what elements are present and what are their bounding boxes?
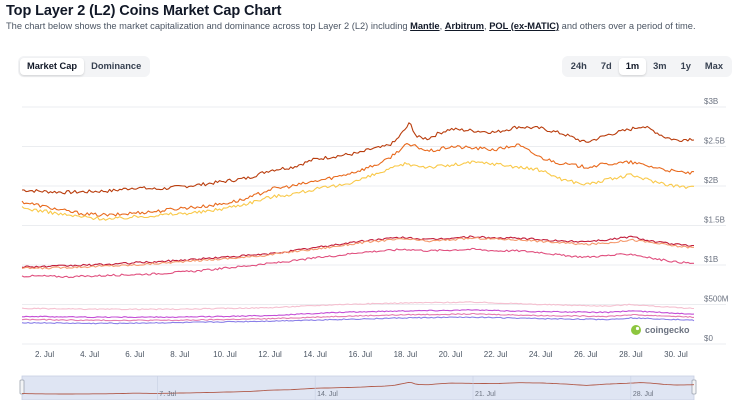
series-line-7: [21, 301, 694, 311]
range-24h[interactable]: 24h: [570, 61, 587, 71]
page-title: Top Layer 2 (L2) Coins Market Cap Chart: [6, 3, 282, 19]
navigator-axis: 7. Jul 14. Jul 21. Jul 28. Jul: [157, 376, 654, 400]
coingecko-logo-icon: [631, 325, 641, 335]
x-tick-label: 8. Jul: [170, 350, 189, 359]
x-tick-label: 12. Jul: [258, 350, 282, 359]
series-lines: [21, 122, 695, 325]
range-3m[interactable]: 3m: [653, 61, 667, 71]
y-tick-label: $1.5B: [704, 216, 725, 225]
x-tick-label: 28. Jul: [619, 350, 643, 359]
navigator[interactable]: 7. Jul 14. Jul 21. Jul 28. Jul: [19, 375, 697, 400]
y-tick-label: $3B: [704, 97, 718, 106]
x-tick-label: 26. Jul: [574, 350, 598, 359]
watermark-text: coingecko: [645, 325, 690, 335]
y-tick-label: $0: [704, 334, 713, 343]
subtitle-outro: and others over a period of time.: [559, 21, 696, 31]
navigator-tick-label: 21. Jul: [475, 391, 496, 398]
page-subtitle: The chart below shows the market capital…: [6, 21, 696, 31]
coingecko-watermark: coingecko: [631, 325, 690, 335]
x-tick-label: 18. Jul: [394, 350, 418, 359]
x-tick-label: 30. Jul: [664, 350, 688, 359]
y-tick-label: $1B: [704, 255, 718, 264]
link-pol[interactable]: POL (ex-MATIC): [489, 21, 560, 31]
x-tick-label: 10. Jul: [213, 350, 237, 359]
view-toggle: Market Cap Dominance: [18, 56, 151, 77]
x-tick-label: 22. Jul: [484, 350, 508, 359]
navigator-tick-label: 14. Jul: [317, 391, 338, 398]
y-tick-label: $2.5B: [704, 137, 725, 146]
series-line-6: [21, 247, 694, 279]
navigator-tick-label: 7. Jul: [159, 391, 176, 398]
series-line-8: [22, 309, 695, 319]
x-tick-label: 6. Jul: [125, 350, 144, 359]
range-max[interactable]: Max: [704, 61, 723, 71]
series-line-4: [21, 235, 694, 269]
y-tick-label: $2B: [704, 176, 718, 185]
range-1m[interactable]: 1m: [618, 58, 647, 75]
navigator-series-line: [22, 381, 695, 395]
series-line-5: [21, 236, 694, 270]
navigator-window[interactable]: [21, 375, 695, 400]
range-selector: 24h 7d 1m 3m 1y Max: [561, 56, 732, 77]
grid: [22, 106, 726, 345]
range-1y[interactable]: 1y: [680, 61, 691, 71]
y-tick-label: $500M: [704, 295, 729, 304]
tab-dominance[interactable]: Dominance: [91, 61, 142, 71]
series-line-9: [21, 312, 694, 322]
x-tick-label: 14. Jul: [303, 350, 327, 359]
range-7d[interactable]: 7d: [600, 61, 612, 71]
navigator-handle-left[interactable]: [19, 379, 25, 395]
x-tick-label: 24. Jul: [529, 350, 553, 359]
x-tick-label: 2. Jul: [35, 350, 54, 359]
series-line-2: [21, 142, 695, 217]
x-tick-label: 4. Jul: [80, 350, 99, 359]
series-line-3: [21, 160, 695, 221]
navigator-tick-label: 28. Jul: [633, 391, 654, 398]
link-mantle[interactable]: Mantle: [410, 21, 440, 31]
x-axis: 2. Jul 4. Jul 6. Jul 8. Jul 10. Jul 12. Jul 14…: [35, 350, 688, 359]
series-line-1: [21, 122, 695, 195]
coingecko-logo-eye-icon: [635, 326, 640, 331]
y-axis: $0 $500M $1B $1.5B $2B $2.5B $3B: [704, 97, 729, 343]
series-line-10: [21, 316, 695, 325]
tab-market-cap[interactable]: Market Cap: [20, 58, 85, 75]
subtitle-separator: ,: [484, 21, 490, 31]
x-tick-label: 16. Jul: [348, 350, 372, 359]
subtitle-intro: The chart below shows the market capital…: [6, 21, 411, 31]
link-arbitrum[interactable]: Arbitrum: [444, 21, 485, 31]
navigator-handle-right[interactable]: [691, 379, 697, 395]
subtitle-separator: ,: [439, 21, 445, 31]
x-tick-label: 20. Jul: [439, 350, 463, 359]
